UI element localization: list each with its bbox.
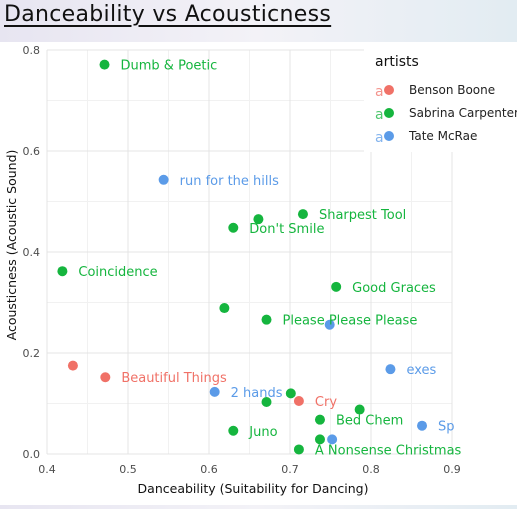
data-label: Coincidence: [78, 265, 157, 280]
data-point: [100, 372, 111, 383]
x-tick-label: 0.9: [443, 463, 461, 476]
data-point: [57, 266, 68, 277]
x-tick-label: 0.5: [119, 463, 137, 476]
data-point: [385, 364, 396, 375]
y-tick-label: 0.8: [23, 44, 41, 57]
data-point: [228, 425, 239, 436]
data-point: [314, 434, 325, 445]
legend-items: a Benson Boone a Sabrina Carpenter a Tate McR…: [375, 83, 517, 146]
legend-key-dot: [384, 85, 394, 95]
data-point: [297, 209, 308, 220]
y-tick-label: 0.6: [23, 145, 41, 158]
legend-key-glyph: a: [375, 130, 384, 146]
y-tick-label: 0.2: [23, 347, 41, 360]
grid: [46, 49, 453, 455]
data-label: run for the hills: [180, 174, 280, 189]
data-point: [209, 386, 220, 397]
x-axis-title: Danceability (Suitability for Dancing): [138, 481, 369, 496]
legend-title: artists: [375, 54, 419, 70]
data-point: [261, 314, 272, 325]
data-label: Sp: [438, 420, 455, 435]
data-point: [417, 420, 428, 431]
data-label: Cry: [315, 395, 337, 410]
data-label: Sharpest Tool: [319, 208, 406, 223]
data-point: [327, 434, 338, 445]
data-label: exes: [406, 363, 436, 378]
legend-label: Tate McRae: [408, 129, 477, 143]
data-label: Please Please Please: [283, 314, 418, 329]
data-point: [293, 395, 304, 406]
legend-key-dot: [384, 131, 394, 141]
x-tick-label: 0.4: [38, 463, 56, 476]
data-label: Juno: [248, 425, 277, 440]
data-point: [285, 388, 296, 399]
data-label: 2 hands: [231, 386, 283, 401]
data-point: [324, 319, 335, 330]
data-point: [158, 174, 169, 185]
legend-label: Benson Boone: [409, 83, 495, 97]
data-point: [331, 281, 342, 292]
legend-key-dot: [384, 108, 394, 118]
data-point: [314, 414, 325, 425]
y-tick-label: 0.0: [23, 448, 41, 461]
data-point: [261, 396, 272, 407]
page-title: Danceability vs Acousticness: [4, 2, 332, 27]
data-point: [99, 59, 110, 70]
data-labels: Beautiful Things Cry Dumb & Poetic Coincide…: [78, 59, 461, 459]
data-point: [219, 303, 230, 314]
y-tick-label: 0.4: [23, 246, 41, 259]
data-label: A Nonsense Christmas: [315, 443, 462, 458]
legend-key-glyph: a: [375, 84, 384, 100]
data-points: [57, 59, 428, 455]
data-point: [293, 444, 304, 455]
x-tick-label: 0.7: [281, 463, 299, 476]
data-point: [228, 222, 239, 233]
legend-label: Sabrina Carpenter: [409, 106, 517, 120]
data-point: [67, 360, 78, 371]
data-point: [354, 404, 365, 415]
data-label: Don't Smile: [249, 222, 324, 237]
y-axis-title: Acousticness (Acoustic Sound): [4, 150, 19, 341]
axis-ticks: 0.4 0.5 0.6 0.7 0.8 0.9 0.0 0.2 0.4 0.6 0.8: [23, 44, 461, 476]
scatter-chart: 0.4 0.5 0.6 0.7 0.8 0.9 0.0 0.2 0.4 0.6 0.8 Beauti…: [4, 44, 517, 496]
x-tick-label: 0.6: [200, 463, 218, 476]
data-label: Dumb & Poetic: [121, 59, 218, 74]
data-label: Bed Chem: [336, 414, 403, 429]
chart-panel: 0.4 0.5 0.6 0.7 0.8 0.9 0.0 0.2 0.4 0.6 0.8 Beauti…: [0, 42, 517, 505]
data-label: Good Graces: [352, 281, 436, 296]
data-point: [253, 214, 264, 225]
legend-key-glyph: a: [375, 107, 384, 123]
data-label: Beautiful Things: [121, 371, 227, 386]
x-tick-label: 0.8: [362, 463, 380, 476]
